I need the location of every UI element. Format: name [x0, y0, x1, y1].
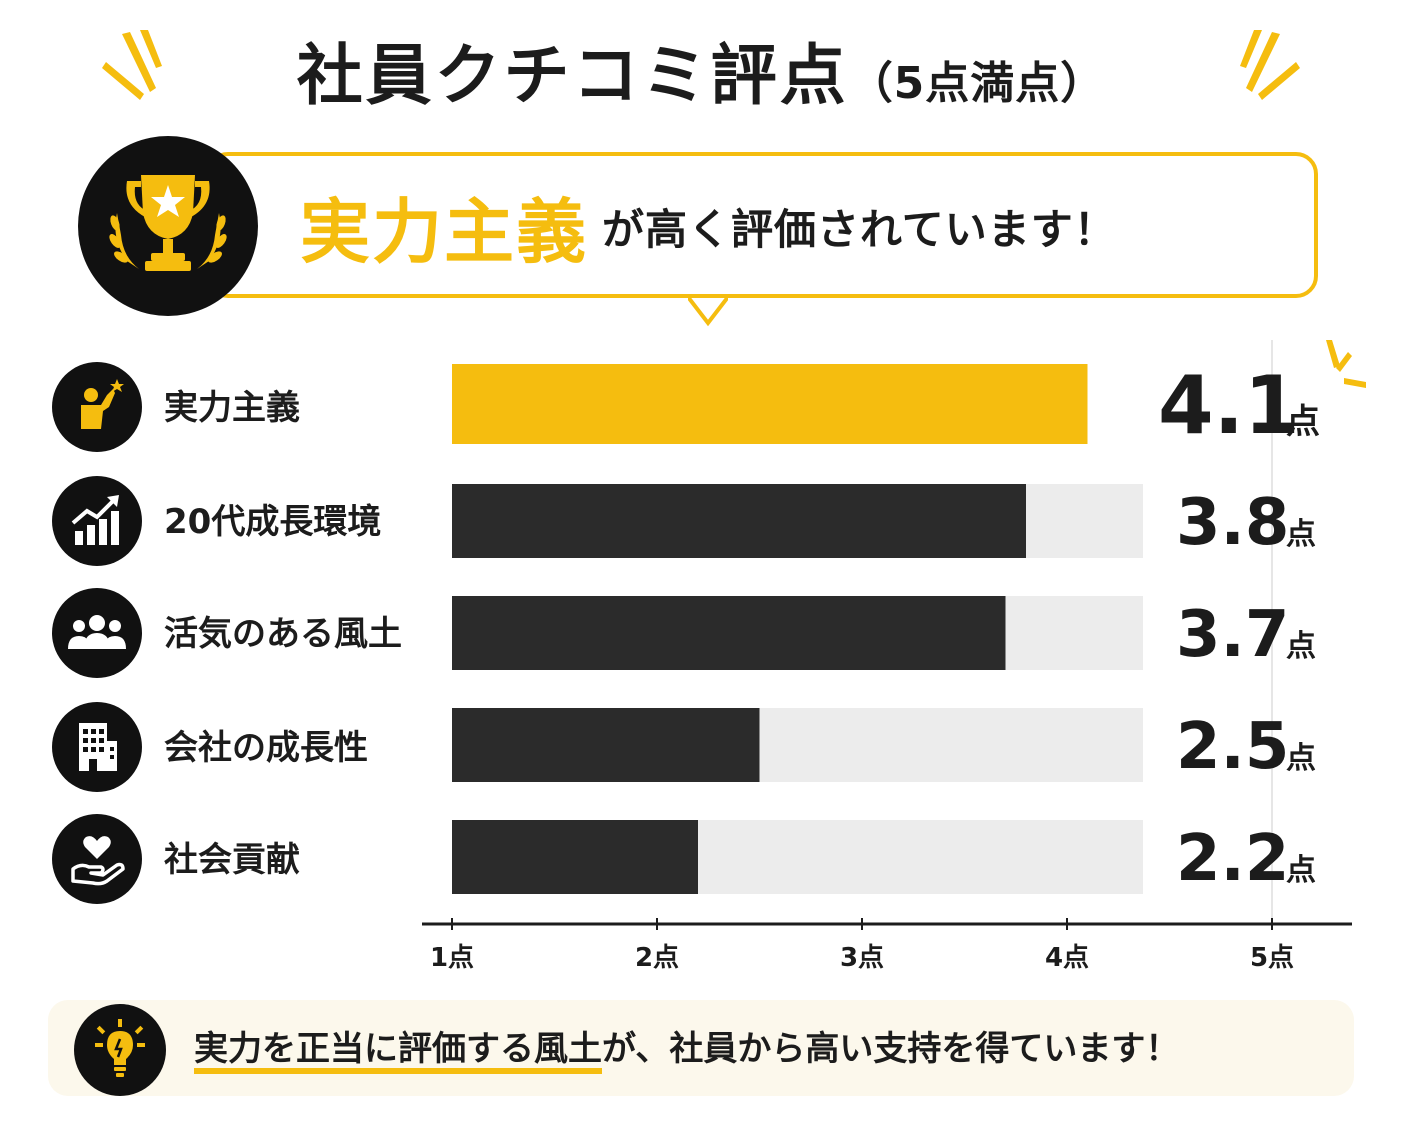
row-icon-0 — [52, 362, 142, 452]
score-value-3: 2.5 — [1176, 710, 1289, 784]
bulb-badge — [74, 1004, 166, 1096]
row-label-4: 社会貢献 — [164, 840, 300, 880]
bar-3 — [452, 708, 760, 782]
lightbulb-icon — [95, 1019, 145, 1077]
x-tick-label-0: 1点 — [430, 942, 474, 973]
banner-highlight: 実力主義 — [300, 190, 588, 273]
trophy-badge — [78, 136, 258, 316]
row-label-3: 会社の成長性 — [164, 728, 368, 768]
score-value-1: 3.8 — [1176, 486, 1289, 560]
score-value-0: 4.1 — [1158, 359, 1300, 452]
score-unit-0: 点 — [1286, 402, 1320, 442]
burst-score-icon — [1326, 340, 1366, 388]
highlight-banner — [206, 152, 1318, 298]
footer-highlight: 実力を正当に評価する風土 — [194, 1026, 602, 1074]
title-main: 社員クチコミ評点 — [296, 37, 849, 114]
building-icon — [79, 723, 117, 771]
score-value-2: 3.7 — [1176, 598, 1289, 672]
row-icon-1 — [52, 476, 142, 566]
row-label-0: 実力主義 — [164, 388, 300, 428]
bar-0 — [452, 364, 1088, 444]
trophy-icon — [109, 175, 227, 271]
x-tick-label-3: 4点 — [1045, 942, 1089, 973]
row-icon-2 — [52, 588, 142, 678]
footer-callout — [48, 1000, 1354, 1096]
row-icon-4 — [52, 814, 142, 904]
title-sub: （5点満点） — [848, 58, 1106, 109]
page-title: 社員クチコミ評点（5点満点） — [0, 22, 1402, 118]
x-tick-label-2: 3点 — [840, 942, 884, 973]
burst-left-icon — [102, 30, 162, 100]
bar-4 — [452, 820, 698, 894]
score-value-4: 2.2 — [1176, 822, 1289, 896]
row-label-2: 活気のある風土 — [164, 614, 402, 654]
row-label-1: 20代成長環境 — [164, 502, 382, 542]
x-tick-label-4: 5点 — [1250, 942, 1294, 973]
x-tick-label-1: 2点 — [635, 942, 679, 973]
footer-text: 実力を正当に評価する風土が、社員から高い支持を得ています！ — [194, 1026, 1179, 1074]
row-icon-3 — [52, 702, 142, 792]
footer-rest: が、社員から高い支持を得ています！ — [602, 1029, 1180, 1069]
banner-text: 実力主義 が高く評価されています！ — [300, 176, 1300, 276]
banner-tail — [688, 295, 728, 327]
burst-right-icon — [1240, 30, 1300, 100]
bar-2 — [452, 596, 1006, 670]
team-icon — [68, 615, 126, 649]
banner-rest: が高く評価されています！ — [602, 204, 1117, 254]
score-unit-1: 点 — [1286, 517, 1316, 552]
growth-chart-icon — [71, 495, 119, 545]
score-unit-3: 点 — [1286, 741, 1316, 776]
score-unit-2: 点 — [1286, 629, 1316, 664]
bar-1 — [452, 484, 1026, 558]
score-unit-4: 点 — [1286, 853, 1316, 888]
raise-hand-icon — [81, 379, 124, 429]
heart-hand-icon — [71, 836, 125, 886]
